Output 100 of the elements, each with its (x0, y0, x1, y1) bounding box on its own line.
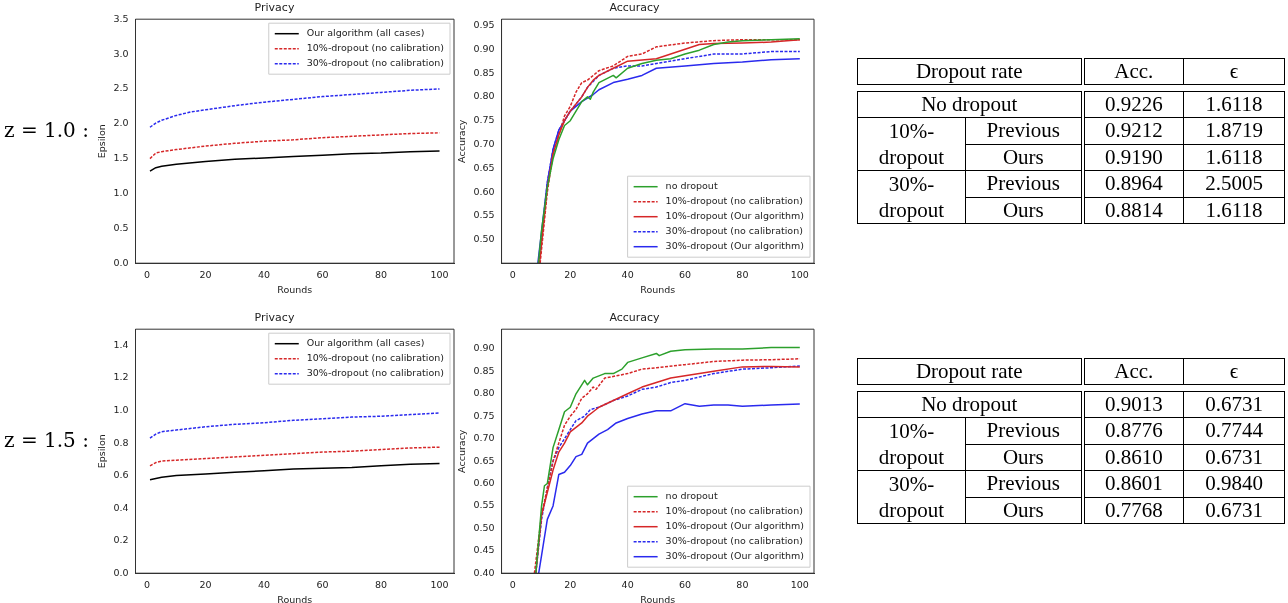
x-tick-label: 20 (199, 579, 212, 591)
text: ϵ (1183, 358, 1285, 385)
text: Dropout rate (857, 58, 1083, 85)
text: Ours (965, 444, 1083, 471)
y-tick-label: 0.90 (473, 342, 495, 354)
y-axis-title: Accuracy (456, 429, 468, 473)
text: ϵ (1183, 58, 1285, 85)
text: 1.6118 (1183, 91, 1285, 118)
legend-label: 10%-dropout (no calibration) (306, 352, 445, 364)
text: Acc. (1082, 58, 1184, 85)
y-tick-label: 0.0 (113, 566, 129, 578)
text: 1.6118 (1183, 144, 1285, 171)
y-tick-label: 0.0 (113, 256, 129, 268)
y-axis-title: Epsilon (96, 124, 108, 159)
text: 0.8776 (1082, 417, 1184, 444)
text: 0.6731 (1183, 391, 1285, 418)
y-tick-label: 0.70 (473, 432, 495, 444)
legend-label: 10%-dropout (Our algorithm) (665, 520, 805, 532)
x-tick-label: 40 (621, 579, 634, 591)
y-tick-label: 0.55 (473, 499, 495, 511)
y-tick-label: 2.0 (113, 117, 129, 129)
text: No dropout (857, 91, 1083, 118)
text: 0.9212 (1082, 117, 1184, 144)
x-tick-label: 60 (678, 269, 692, 281)
x-tick-label: 80 (374, 579, 388, 591)
x-tick-label: 100 (430, 579, 449, 591)
x-tick-label: 100 (790, 269, 809, 281)
text: Ours (965, 197, 1083, 224)
legend-label: 30%-dropout (no calibration) (306, 367, 445, 379)
y-tick-label: 0.45 (473, 544, 495, 556)
y-tick-label: 0.85 (473, 66, 495, 78)
x-tick-label: 20 (564, 269, 577, 281)
text: 2.5005 (1183, 170, 1285, 197)
y-tick-label: 0.50 (473, 233, 495, 245)
text: Ours (965, 497, 1083, 524)
text: 30%-dropout (857, 170, 966, 224)
x-axis-title: Rounds (277, 283, 313, 295)
legend-label: 10%-dropout (no calibration) (665, 195, 803, 207)
y-tick-label: 0.40 (473, 566, 495, 578)
x-tick-label: 40 (258, 269, 271, 281)
x-tick-label: 80 (736, 579, 749, 591)
y-tick-label: 0.70 (473, 138, 495, 149)
x-tick-label: 0 (144, 579, 151, 591)
y-tick-label: 0.65 (473, 454, 495, 466)
text: 30%-dropout (857, 470, 966, 524)
y-tick-label: 1.5 (113, 152, 129, 164)
y-tick-label: 1.0 (113, 404, 129, 415)
x-tick-label: 20 (199, 269, 212, 281)
text: 10%-dropout (857, 117, 966, 171)
y-tick-label: 0.75 (473, 409, 495, 421)
y-tick-label: 0.4 (113, 501, 129, 513)
y-tick-label: 0.5 (113, 221, 129, 233)
text: Previous (965, 470, 1083, 497)
text: 0.8814 (1082, 197, 1184, 224)
text: Previous (965, 170, 1083, 197)
text: 10%-dropout (857, 417, 966, 471)
x-tick-label: 0 (509, 269, 516, 281)
y-tick-label: 0.65 (473, 161, 495, 173)
text: Previous (965, 417, 1083, 444)
y-tick-label: 0.80 (473, 90, 495, 102)
y-tick-label: 1.4 (113, 338, 129, 350)
text: Dropout rate (857, 358, 1083, 385)
text: 0.9190 (1082, 144, 1184, 171)
x-axis-title: Rounds (640, 593, 676, 603)
text: z = 1.5 : (4, 428, 89, 452)
legend-label: 10%-dropout (no calibration) (306, 42, 445, 54)
x-tick-label: 60 (316, 579, 329, 591)
x-axis-title: Rounds (277, 593, 313, 603)
legend-label: 10%-dropout (Our algorithm) (665, 210, 805, 222)
legend-label: 10%-dropout (no calibration) (665, 505, 803, 517)
text: No dropout (857, 391, 1083, 418)
y-tick-label: 0.95 (473, 18, 495, 30)
chart-title: Accuracy (609, 311, 661, 325)
y-tick-label: 3.0 (113, 47, 129, 59)
y-tick-label: 0.8 (113, 436, 129, 448)
y-tick-label: 0.60 (473, 476, 495, 488)
text: Ours (965, 144, 1083, 171)
x-tick-label: 20 (564, 579, 577, 591)
y-tick-label: 0.85 (473, 364, 495, 376)
text: 0.9840 (1183, 470, 1285, 497)
y-tick-label: 0.55 (473, 209, 495, 221)
x-tick-label: 100 (430, 269, 449, 281)
text: Previous (965, 117, 1083, 144)
chart-title: Accuracy (609, 1, 661, 15)
y-axis-title: Accuracy (456, 119, 468, 163)
x-tick-label: 100 (790, 579, 809, 591)
legend-label: 30%-dropout (no calibration) (665, 225, 803, 237)
text: 0.8964 (1082, 170, 1184, 197)
chart-title: Privacy (254, 1, 295, 15)
x-tick-label: 60 (678, 579, 692, 591)
x-tick-label: 0 (144, 269, 151, 281)
text: 0.8601 (1082, 470, 1184, 497)
text: 1.8719 (1183, 117, 1285, 144)
legend-label: no dropout (665, 490, 718, 502)
y-tick-label: 0.75 (473, 114, 495, 126)
y-tick-label: 0.2 (113, 534, 129, 546)
x-tick-label: 80 (736, 269, 749, 281)
text: 0.7768 (1082, 497, 1184, 524)
legend-label: 30%-dropout (no calibration) (306, 57, 445, 69)
y-tick-label: 0.80 (473, 387, 495, 399)
